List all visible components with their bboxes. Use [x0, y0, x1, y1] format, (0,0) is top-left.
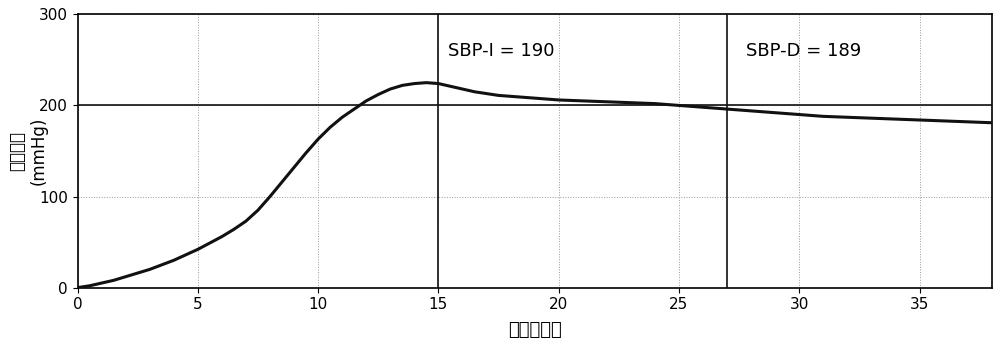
Y-axis label: 变化压力
(mmHg): 变化压力 (mmHg): [8, 117, 47, 185]
X-axis label: 时间（秒）: 时间（秒）: [508, 321, 561, 339]
Text: SBP-I = 190: SBP-I = 190: [448, 42, 555, 60]
Text: SBP-D = 189: SBP-D = 189: [746, 42, 862, 60]
